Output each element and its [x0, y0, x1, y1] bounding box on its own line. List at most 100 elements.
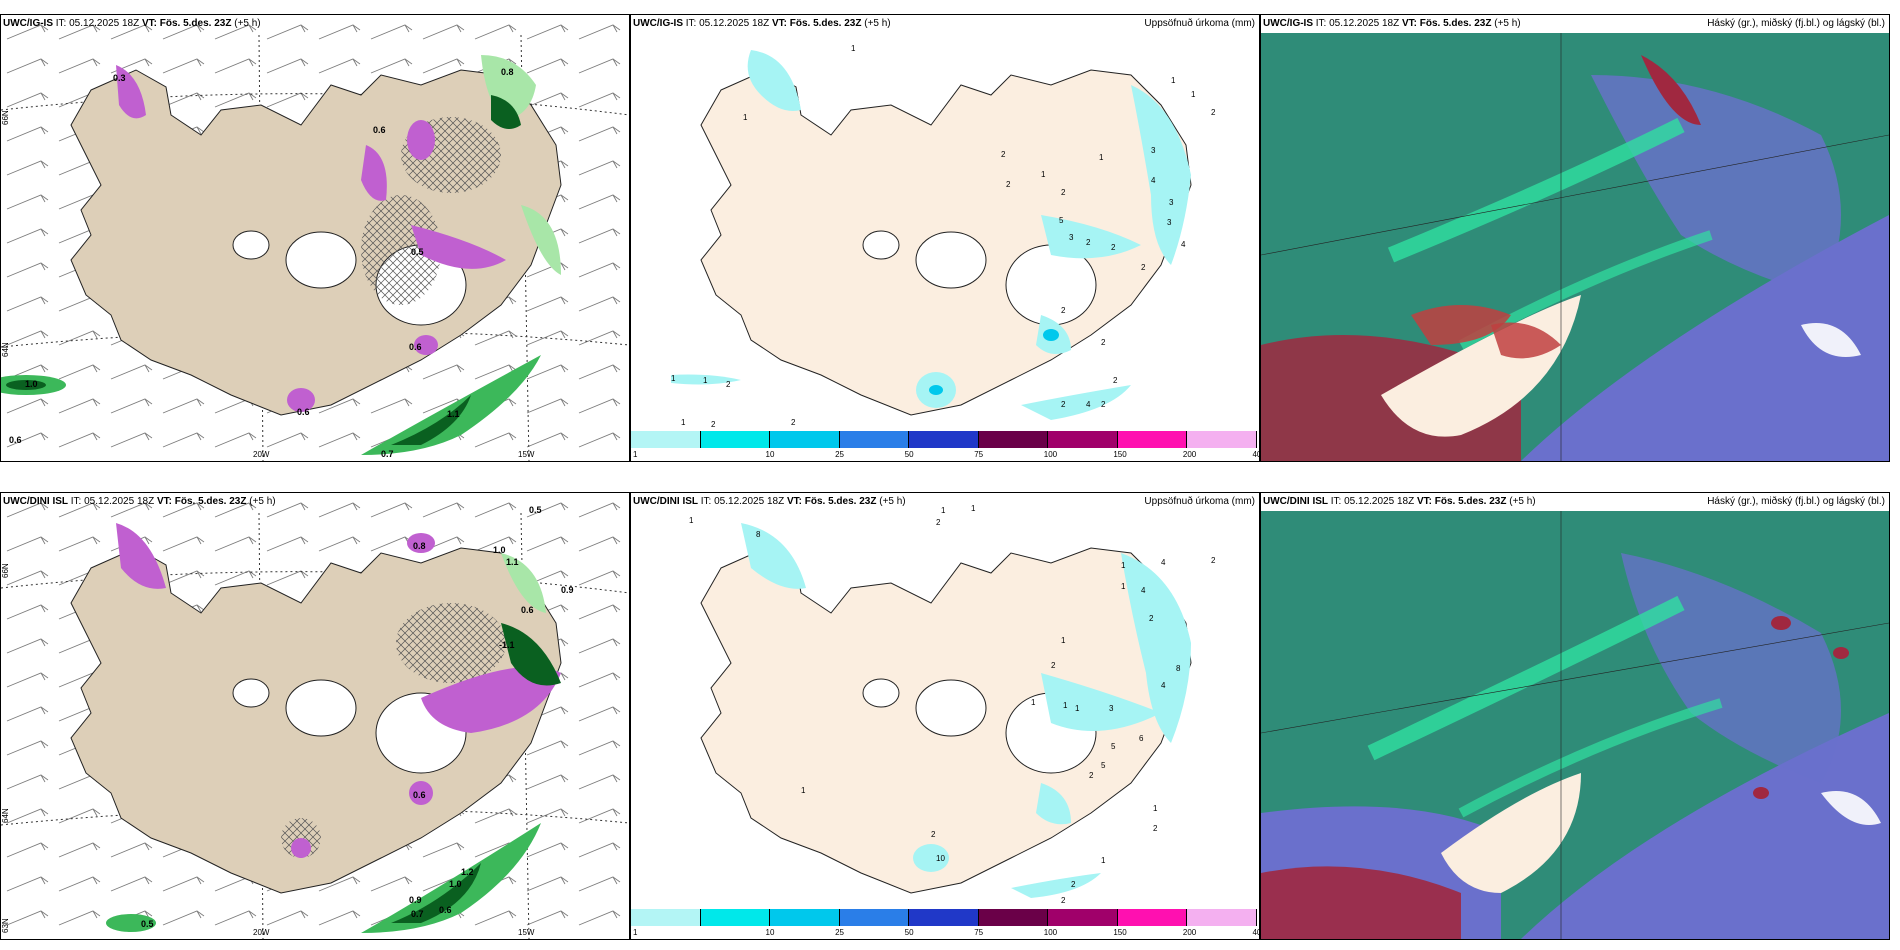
- colorbar-label: 75: [974, 928, 984, 937]
- val: 6: [1139, 734, 1144, 743]
- val: 0.7: [381, 449, 394, 459]
- colorbar-label: 10: [765, 450, 775, 459]
- colorbar-swatch: [631, 431, 701, 448]
- val: 2: [1061, 188, 1066, 197]
- val: 1: [971, 504, 976, 513]
- val: 2: [936, 518, 941, 527]
- val: 10: [936, 854, 945, 863]
- colorbar-label: 400: [1252, 450, 1259, 459]
- precip-map-top: 1 1 1 1 2 2 2 1 1 2 5 3 3 2 4 3 3 4 2 2 …: [671, 44, 1216, 429]
- colorbar-swatch: [770, 431, 840, 448]
- wind-map-top: 0.8 0.6 0.6 1.0 0.6 1.1 0.7 0.6 0.5 0.3 …: [1, 15, 629, 461]
- val: 2: [1153, 824, 1158, 833]
- colorbar-swatch: [631, 909, 701, 926]
- val: 2: [1211, 556, 1216, 565]
- colorbar-swatch: [909, 431, 979, 448]
- lat-label: 64N: [1, 342, 10, 357]
- val: 4: [1161, 558, 1166, 567]
- val: -1.1: [499, 640, 515, 650]
- val: 1: [1153, 804, 1158, 813]
- val: 2: [711, 420, 716, 429]
- val: 1: [1121, 582, 1126, 591]
- val: 2: [1071, 880, 1076, 889]
- val: 1: [681, 418, 686, 427]
- val: 2: [1101, 338, 1106, 347]
- lon-label: 15W: [518, 450, 535, 459]
- colorbar-swatch: [839, 909, 910, 926]
- val: 0.6: [297, 407, 310, 417]
- val: 2: [1101, 400, 1106, 409]
- colorbar-swatch: [770, 909, 840, 926]
- colorbar-label: 150: [1113, 928, 1127, 937]
- lat-label: 64N: [1, 808, 10, 823]
- val: 0.5: [141, 919, 154, 929]
- val: 4: [1161, 681, 1166, 690]
- precip-colorbar: 1 10 25 50 75 100 150 200 400: [631, 431, 1259, 461]
- precip-map-bottom: 1 1 1 2 8 1 1 4 2 1 4 2 1 2 1 3 1 5 8 4 …: [689, 504, 1216, 905]
- colorbar-swatch: [1117, 431, 1188, 448]
- val: 0.8: [501, 67, 514, 77]
- panel-header: UWC/IG-IS IT: 05.12.2025 18Z VT: Fös. 5.…: [3, 18, 261, 29]
- val: 2: [726, 380, 731, 389]
- colorbar-swatch: [978, 909, 1049, 926]
- cloud-title: Háský (gr.), miðský (fj.bl.) og lágský (…: [1707, 496, 1885, 507]
- val: 2: [1061, 400, 1066, 409]
- val: 2: [931, 830, 936, 839]
- colorbar-swatch: [1187, 909, 1257, 926]
- lon-label: 20W: [253, 928, 270, 937]
- lon-label: 20W: [253, 450, 270, 459]
- val: 1: [1101, 856, 1106, 865]
- colorbar-swatch: [1117, 909, 1188, 926]
- val: 2: [1141, 263, 1146, 272]
- val: 4: [1141, 586, 1146, 595]
- val: 0.8: [413, 541, 426, 551]
- val: 1: [689, 516, 694, 525]
- colorbar-swatch: [1187, 431, 1257, 448]
- val: 0.6: [9, 435, 22, 445]
- val: 1.1: [447, 409, 460, 419]
- val: 0.5: [411, 247, 424, 257]
- panel-header: UWC/DINI ISL IT: 05.12.2025 18Z VT: Fös.…: [3, 496, 276, 507]
- colorbar-swatch: [700, 909, 771, 926]
- lon-label: 15W: [518, 928, 535, 937]
- panel-header: UWC/IG-IS IT: 05.12.2025 18Z VT: Fös. 5.…: [633, 18, 891, 29]
- panel-cloud-bottom: UWC/DINI ISL IT: 05.12.2025 18Z VT: Fös.…: [1260, 492, 1890, 940]
- val: 1: [851, 44, 856, 53]
- panel-header: UWC/DINI ISL IT: 05.12.2025 18Z VT: Fös.…: [633, 496, 906, 507]
- val: 3: [1069, 233, 1074, 242]
- panel-header: UWC/IG-IS IT: 05.12.2025 18Z VT: Fös. 5.…: [1263, 18, 1521, 29]
- colorbar-label: 1: [633, 928, 638, 937]
- val: 1: [703, 376, 708, 385]
- val: 0.6: [521, 605, 534, 615]
- val: 3: [1167, 218, 1172, 227]
- val: 2: [1061, 306, 1066, 315]
- colorbar-swatch: [1048, 431, 1118, 448]
- colorbar-label: 25: [835, 450, 845, 459]
- colorbar-label: 10: [765, 928, 775, 937]
- panel-precip-top: UWC/IG-IS IT: 05.12.2025 18Z VT: Fös. 5.…: [630, 14, 1260, 462]
- val: 0.9: [561, 585, 574, 595]
- val: 5: [1101, 761, 1106, 770]
- val: 3: [1169, 198, 1174, 207]
- cloud-map-bottom: [1261, 511, 1889, 939]
- colorbar-label: 200: [1182, 450, 1197, 459]
- cloud-title: Háský (gr.), miðský (fj.bl.) og lágský (…: [1707, 18, 1885, 29]
- val: 0.6: [409, 342, 422, 352]
- colorbar-label: 50: [904, 450, 914, 459]
- val: 5: [1111, 742, 1116, 751]
- val: 3: [1109, 704, 1114, 713]
- val: 1.1: [506, 557, 519, 567]
- val: 0.3: [113, 73, 126, 83]
- val: 1: [1191, 90, 1196, 99]
- val: 2: [791, 418, 796, 427]
- val: 1: [743, 113, 748, 122]
- val: 2: [1111, 243, 1116, 252]
- colorbar-swatch: [909, 909, 979, 926]
- panel-precip-bottom: UWC/DINI ISL IT: 05.12.2025 18Z VT: Fös.…: [630, 492, 1260, 940]
- colorbar-label: 400: [1252, 928, 1259, 937]
- val: 2: [1006, 180, 1011, 189]
- val: 2: [1061, 896, 1066, 905]
- val: 0.7: [411, 909, 424, 919]
- colorbar-swatch: [1048, 909, 1118, 926]
- val: 1: [1075, 704, 1080, 713]
